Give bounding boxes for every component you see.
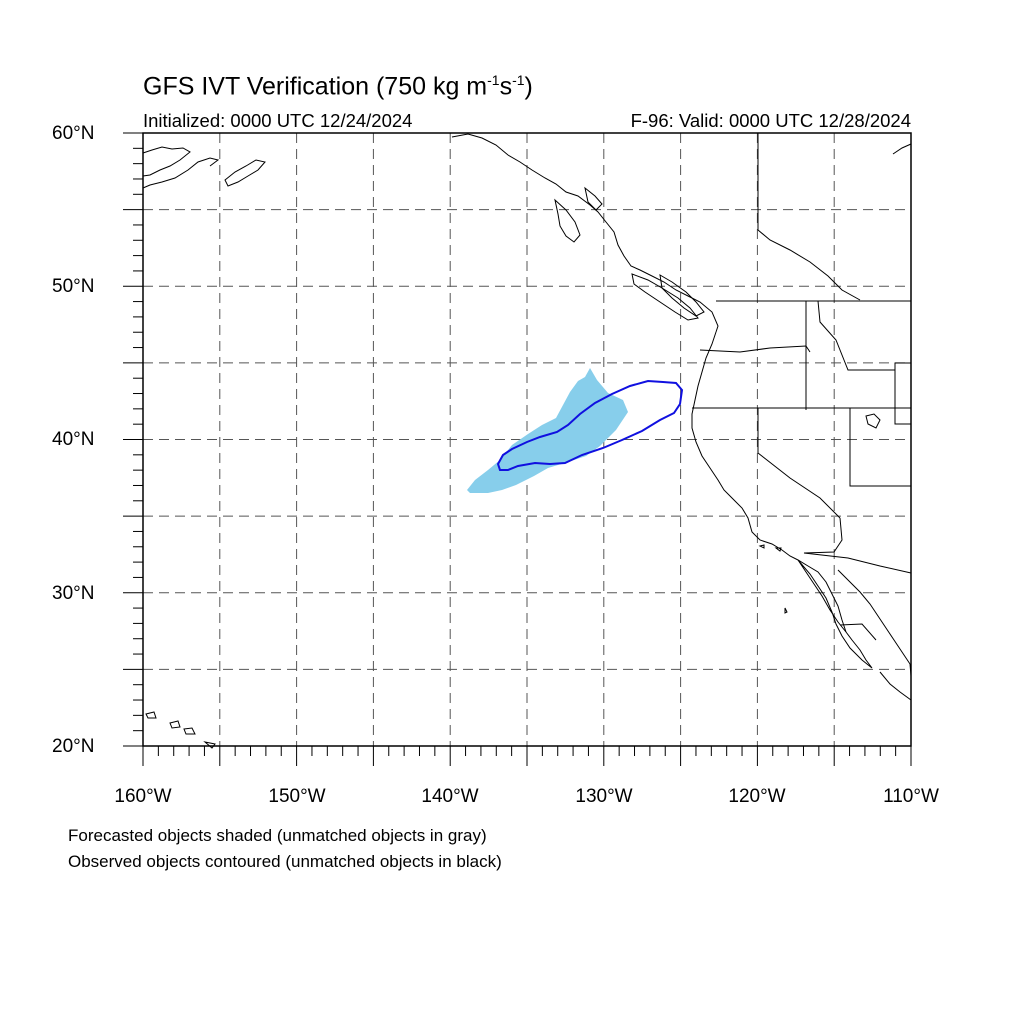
lon-tick-label: 160°W: [114, 786, 172, 807]
map-frame: [142, 132, 912, 747]
chart-title: GFS IVT Verification (750 kg m-1s-1): [143, 72, 533, 101]
valid-time: F-96: Valid: 0000 UTC 12/28/2024: [630, 110, 911, 131]
footnote-observed: Observed objects contoured (unmatched ob…: [68, 852, 502, 871]
map-ticks: [123, 132, 912, 766]
lat-tick-label: 30°N: [52, 583, 95, 604]
lat-tick-label: 20°N: [52, 736, 95, 757]
lon-tick-label: 120°W: [728, 786, 786, 807]
observed-object-contour: [496, 379, 684, 471]
lon-tick-label: 140°W: [421, 786, 479, 807]
lat-tick-label: 60°N: [52, 123, 95, 144]
map-gridlines: [143, 133, 911, 746]
coastlines: [142, 133, 912, 749]
lon-tick-label: 150°W: [268, 786, 326, 807]
footnote-forecast: Forecasted objects shaded (unmatched obj…: [68, 826, 487, 845]
lat-tick-label: 40°N: [52, 429, 95, 450]
forecast-object-shaded: [467, 368, 628, 493]
initialized-time: Initialized: 0000 UTC 12/24/2024: [143, 110, 413, 131]
lon-tick-label: 130°W: [575, 786, 633, 807]
lon-tick-label: 110°W: [883, 786, 939, 807]
lat-tick-label: 50°N: [52, 276, 95, 297]
political-borders: [692, 133, 912, 641]
